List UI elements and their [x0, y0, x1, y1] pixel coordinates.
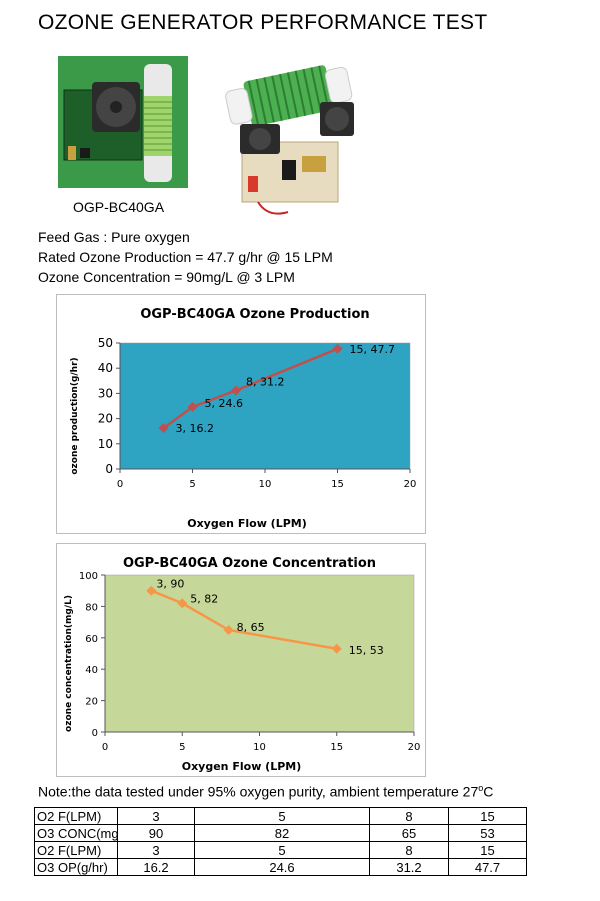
y-tick-label: 100 [79, 571, 98, 582]
table-cell: 15 [448, 807, 527, 825]
table-cell: 90 [117, 824, 195, 842]
x-tick-label: 15 [330, 742, 343, 753]
x-axis-label: Oxygen Flow (LPM) [182, 760, 302, 773]
y-tick-label: 50 [98, 336, 113, 350]
data-point-marker [231, 385, 241, 396]
data-label: 3, 90 [156, 578, 184, 591]
y-tick-label: 40 [98, 361, 113, 375]
y-tick-label: 30 [98, 386, 113, 400]
chart-title: OGP-BC40GA Ozone Concentration [123, 556, 376, 571]
data-label: 8, 65 [237, 621, 265, 634]
table-cell: 16.2 [117, 858, 195, 876]
table-row: O2 F(LPM) 3 5 8 15 [34, 841, 527, 859]
spec-rated-production: Rated Ozone Production = 47.7 g/hr @ 15 … [38, 249, 333, 265]
y-tick-label: 40 [85, 665, 98, 676]
x-tick-label: 10 [259, 479, 272, 490]
table-row-label: O3 CONC(mg [34, 824, 118, 842]
product-photo-board [58, 56, 188, 188]
table-cell: 82 [194, 824, 370, 842]
table-row-label: O3 OP(g/hr) [34, 858, 118, 876]
data-label: 15, 53 [349, 644, 384, 657]
note-unit: C [483, 783, 494, 800]
table-cell: 31.2 [369, 858, 449, 876]
data-point-marker [187, 402, 198, 413]
table-cell: 15 [448, 841, 527, 859]
data-point-marker [332, 343, 343, 354]
chart-title: OGP-BC40GA Ozone Production [140, 307, 369, 322]
concentration-chart: OGP-BC40GA Ozone Concentration 0 20 40 60 80 1… [56, 543, 426, 777]
y-tick-label: 0 [105, 462, 113, 476]
test-note: Note:the data tested under 95% oxygen pu… [38, 783, 493, 800]
table-cell: 5 [194, 841, 370, 859]
table-cell: 8 [369, 807, 449, 825]
data-label: 5, 24.6 [205, 397, 243, 410]
table-row: O3 OP(g/hr) 16.2 24.6 31.2 47.7 [34, 858, 527, 876]
table-row: O3 CONC(mg 90 82 65 53 [34, 824, 527, 842]
y-tick-label: 0 [92, 728, 98, 739]
table-cell: 24.6 [194, 858, 370, 876]
series-line [150, 589, 337, 651]
y-tick-label: 80 [85, 602, 98, 613]
product-caption: OGP-BC40GA [73, 199, 165, 215]
data-point-marker [158, 423, 169, 434]
data-point-marker [331, 643, 342, 654]
table-cell: 5 [194, 807, 370, 825]
data-point-marker [177, 598, 188, 609]
y-tick-label: 10 [98, 437, 113, 451]
x-tick-label: 20 [404, 479, 417, 490]
y-tick-label: 20 [98, 412, 113, 426]
series-line [162, 347, 338, 430]
x-tick-label: 5 [189, 479, 195, 490]
data-point-marker [146, 585, 157, 596]
table-cell: 3 [117, 841, 195, 859]
note-degree: o [478, 783, 484, 793]
y-axis-label: ozone production(g/hr) [70, 357, 80, 474]
x-tick-label: 0 [102, 742, 108, 753]
page-title: OZONE GENERATOR PERFORMANCE TEST [38, 11, 488, 34]
data-label: 15, 47.7 [350, 343, 395, 356]
x-tick-label: 20 [408, 742, 421, 753]
data-point-marker [223, 624, 234, 635]
data-label: 8, 31.2 [246, 375, 284, 388]
x-tick-label: 15 [331, 479, 344, 490]
table-cell: 65 [369, 824, 449, 842]
x-tick-label: 10 [253, 742, 266, 753]
data-label: 5, 82 [190, 592, 218, 605]
plot-area [119, 342, 411, 470]
table-row-label: O2 F(LPM) [34, 807, 118, 825]
table-cell: 8 [369, 841, 449, 859]
spec-feed-gas: Feed Gas : Pure oxygen [38, 229, 190, 245]
production-chart: OGP-BC40GA Ozone Production 0 10 20 30 40 50 0 5… [56, 294, 426, 534]
x-tick-label: 0 [117, 479, 123, 490]
x-tick-label: 5 [179, 742, 185, 753]
y-axis-label: ozone concentration(mg/L) [64, 595, 74, 732]
table-cell: 47.7 [448, 858, 527, 876]
concentration-chart-svg: OGP-BC40GA Ozone Concentration 0 20 40 60 80 1… [64, 556, 421, 773]
product-photo-generator [212, 52, 362, 224]
spec-concentration: Ozone Concentration = 90mg/L @ 3 LPM [38, 269, 295, 285]
table-cell: 3 [117, 807, 195, 825]
table-row-label: O2 F(LPM) [34, 841, 118, 859]
x-axis-label: Oxygen Flow (LPM) [187, 517, 307, 530]
table-cell: 53 [448, 824, 527, 842]
y-tick-label: 20 [85, 697, 98, 708]
performance-table: O2 F(LPM) 3 5 8 15 O3 CONC(mg 90 82 65 53 O2 F(LPM… [34, 807, 527, 876]
table-row: O2 F(LPM) 3 5 8 15 [34, 807, 527, 825]
note-text: Note:the data tested under 95% oxygen pu… [38, 783, 479, 800]
data-label: 3, 16.2 [176, 422, 214, 435]
production-chart-svg: OGP-BC40GA Ozone Production 0 10 20 30 40 50 0 5… [70, 307, 417, 530]
y-tick-label: 60 [85, 634, 98, 645]
